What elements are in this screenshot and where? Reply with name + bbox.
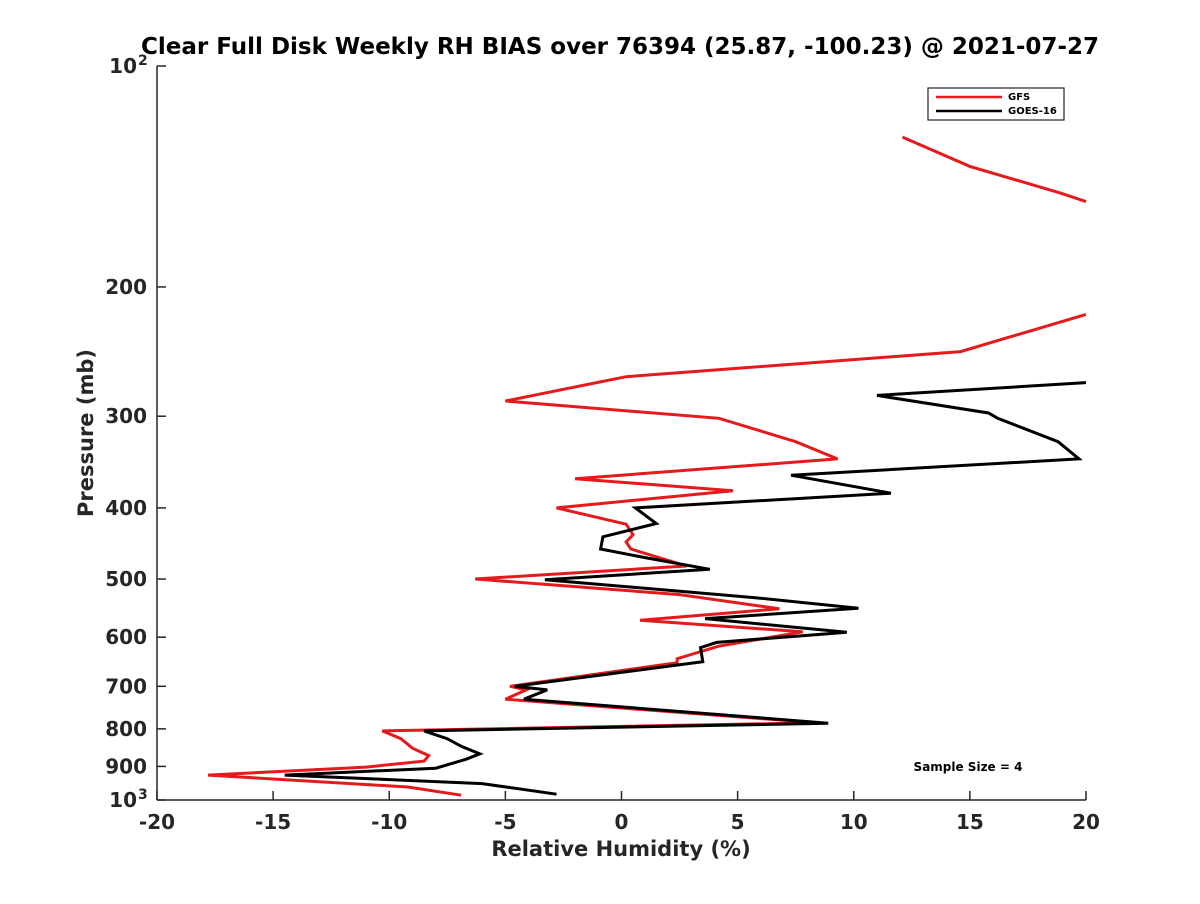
legend-label-goes16: GOES-16 (1008, 106, 1057, 117)
y-tick-label-base: 10 (109, 54, 137, 78)
legend: GFS GOES-16 (927, 87, 1065, 121)
y-tick-label: 700 (105, 674, 147, 698)
y-tick-label-exponent: 2 (138, 53, 148, 69)
y-tick-label: 400 (105, 496, 147, 520)
y-tick-label-base: 10 (109, 788, 137, 812)
y-tick-label: 600 (105, 625, 147, 649)
x-tick-label: -10 (371, 810, 407, 834)
legend-label-gfs: GFS (1008, 92, 1030, 103)
x-tick-label: -20 (139, 810, 175, 834)
series-lines (208, 135, 1087, 797)
x-axis-label: Relative Humidity (%) (491, 837, 750, 861)
legend-box (927, 87, 1065, 121)
y-tick-label: 500 (105, 567, 147, 591)
y-tick-label: 200 (105, 275, 147, 299)
x-tick-label: 20 (1072, 810, 1100, 834)
chart-title: Clear Full Disk Weekly RH BIAS over 7639… (141, 34, 1099, 60)
series-line-goes16 (284, 381, 1087, 796)
y-tick-label: 800 (105, 717, 147, 741)
y-tick-label-exponent: 3 (138, 787, 148, 803)
y-tick-label: 300 (105, 404, 147, 428)
x-tick-label: 5 (731, 810, 745, 834)
series-line-gfs (901, 135, 1087, 204)
x-tick-label: 10 (840, 810, 868, 834)
x-tick-label: 15 (956, 810, 984, 834)
x-tick-label: 0 (615, 810, 629, 834)
sample-size-annotation: Sample Size = 4 (914, 760, 1023, 774)
plot-area (156, 66, 1086, 801)
y-tick-label: 900 (105, 754, 147, 778)
series-line-gfs (208, 312, 1087, 797)
x-axis-ticks: -20 -15 -10 -5 0 5 10 15 20 (139, 791, 1100, 834)
x-tick-label: -15 (255, 810, 291, 834)
y-axis-label: Pressure (mb) (74, 349, 98, 517)
x-tick-label: -5 (494, 810, 516, 834)
